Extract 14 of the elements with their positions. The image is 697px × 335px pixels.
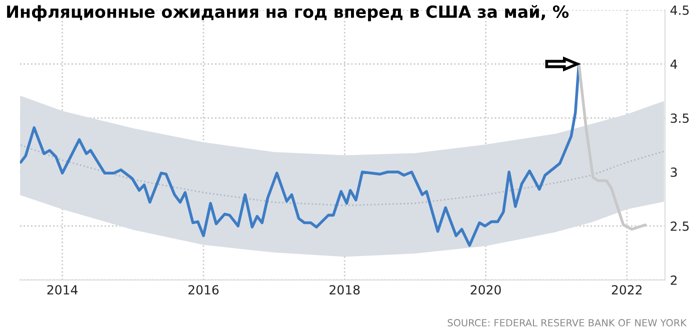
y-tick-label: 2 xyxy=(670,275,677,285)
line-series xyxy=(20,144,664,206)
chart-title: Инфляционные ожидания на год вперед в США за май, % xyxy=(7,5,569,22)
y-tick-label: 3 xyxy=(670,167,677,177)
y-tick-label: 2.5 xyxy=(670,221,689,231)
y-tick-label: 3.5 xyxy=(670,113,689,123)
x-tick-label: 2014 xyxy=(47,285,78,295)
x-tick-label: 2018 xyxy=(330,285,360,295)
y-tick-label: 4 xyxy=(670,60,678,69)
x-tick-label: 2020 xyxy=(470,285,501,295)
x-tick-label: 2022 xyxy=(612,285,642,295)
x-tick-label: 2016 xyxy=(188,285,219,295)
source-note: SOURCE: FEDERAL RESERVE BANK OF NEW YORK xyxy=(448,319,687,326)
y-tick-label: 4.5 xyxy=(670,6,689,15)
